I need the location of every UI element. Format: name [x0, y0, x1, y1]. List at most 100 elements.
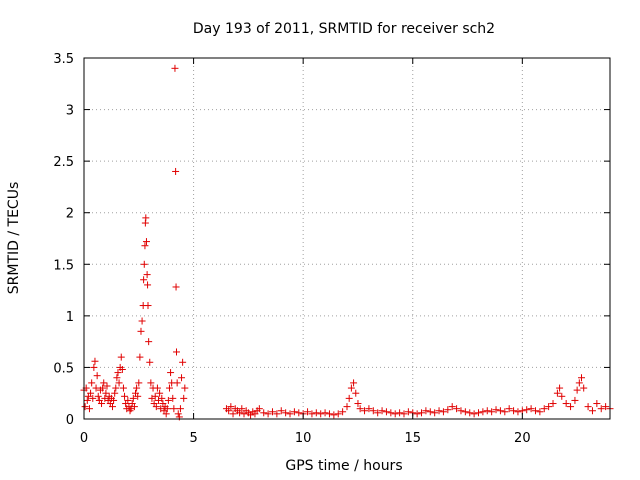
data-point — [602, 403, 610, 411]
data-point — [510, 407, 518, 415]
data-point — [448, 403, 456, 411]
data-point — [118, 365, 126, 373]
y-tick-label: 3 — [66, 104, 74, 119]
data-point — [483, 407, 491, 415]
data-point — [514, 408, 522, 416]
data-point — [93, 372, 101, 380]
y-tick-label: 0.5 — [53, 361, 74, 376]
data-point — [115, 379, 123, 387]
data-point — [227, 403, 235, 411]
data-point — [531, 407, 539, 415]
data-point — [308, 410, 316, 418]
data-point — [593, 400, 601, 408]
data-point — [312, 409, 320, 417]
data-point — [354, 400, 362, 408]
data-point — [134, 392, 142, 400]
data-point — [475, 409, 482, 417]
data-point — [404, 408, 412, 416]
data-point — [453, 405, 461, 413]
data-point — [479, 408, 487, 416]
data-point — [141, 242, 149, 250]
data-point — [110, 396, 118, 404]
data-point — [321, 409, 329, 417]
data-point — [236, 409, 244, 417]
data-point — [91, 357, 99, 365]
data-point — [523, 406, 531, 414]
data-point — [439, 408, 447, 416]
data-point — [169, 394, 177, 402]
y-tick-label: 2 — [66, 207, 74, 222]
data-point — [112, 384, 120, 392]
data-point — [124, 396, 132, 404]
plot-frame — [83, 57, 611, 420]
y-tick-label: 1 — [66, 310, 74, 325]
data-point — [339, 408, 347, 416]
data-point — [584, 403, 592, 411]
data-point — [146, 358, 154, 366]
data-point — [277, 407, 285, 415]
data-point — [492, 406, 500, 414]
data-point — [431, 409, 439, 417]
data-point — [536, 408, 544, 416]
x-tick-label: 0 — [80, 431, 88, 446]
data-point — [347, 384, 355, 392]
data-point — [571, 396, 579, 404]
data-point — [545, 403, 553, 411]
data-point — [361, 407, 369, 415]
data-point — [435, 407, 443, 415]
data-point — [111, 389, 119, 397]
data-point — [90, 363, 98, 371]
data-point — [466, 409, 474, 417]
data-point — [114, 369, 122, 377]
data-point — [365, 405, 373, 413]
data-point — [173, 379, 181, 387]
data-point — [356, 405, 364, 413]
data-point — [350, 379, 358, 387]
axis-ticks — [83, 57, 610, 420]
data-point — [553, 389, 561, 397]
data-point — [88, 379, 96, 387]
data-point — [164, 396, 172, 404]
data-point — [225, 407, 233, 415]
y-tick-labels: 0 0.5 1 1.5 2 2.5 3 3.5 — [53, 52, 74, 428]
x-tick-label: 15 — [404, 431, 421, 446]
data-point — [444, 406, 452, 414]
y-tick-label: 0 — [66, 413, 74, 428]
data-point — [527, 405, 535, 413]
data-point — [136, 353, 144, 361]
data-point — [113, 374, 121, 382]
data-point — [137, 327, 145, 335]
x-tick-labels: 0 5 10 15 20 — [80, 431, 531, 446]
data-point — [81, 403, 89, 411]
data-point — [496, 407, 504, 415]
data-point — [556, 384, 564, 392]
data-point — [158, 394, 166, 402]
data-point — [549, 400, 557, 408]
data-point — [133, 384, 141, 392]
data-point — [260, 409, 268, 417]
data-point — [374, 409, 382, 417]
data-point — [558, 392, 566, 400]
data-point — [143, 271, 151, 279]
data-point — [179, 358, 187, 366]
y-tick-label: 1.5 — [53, 258, 74, 273]
data-point — [317, 410, 325, 418]
data-point — [85, 405, 93, 413]
x-axis-label: GPS time / hours — [285, 458, 402, 474]
data-point — [163, 405, 171, 413]
data-point — [282, 409, 290, 417]
data-point — [144, 281, 152, 289]
data-points — [80, 64, 614, 421]
data-point — [578, 374, 586, 382]
data-point — [501, 408, 509, 416]
data-point — [461, 408, 469, 416]
data-point — [180, 394, 188, 402]
data-point — [575, 379, 583, 387]
data-point — [290, 408, 298, 416]
data-point — [145, 338, 153, 346]
data-point — [567, 403, 575, 411]
x-tick-label: 5 — [189, 431, 197, 446]
data-point — [108, 403, 116, 411]
data-point — [172, 348, 180, 356]
data-point — [135, 379, 143, 387]
